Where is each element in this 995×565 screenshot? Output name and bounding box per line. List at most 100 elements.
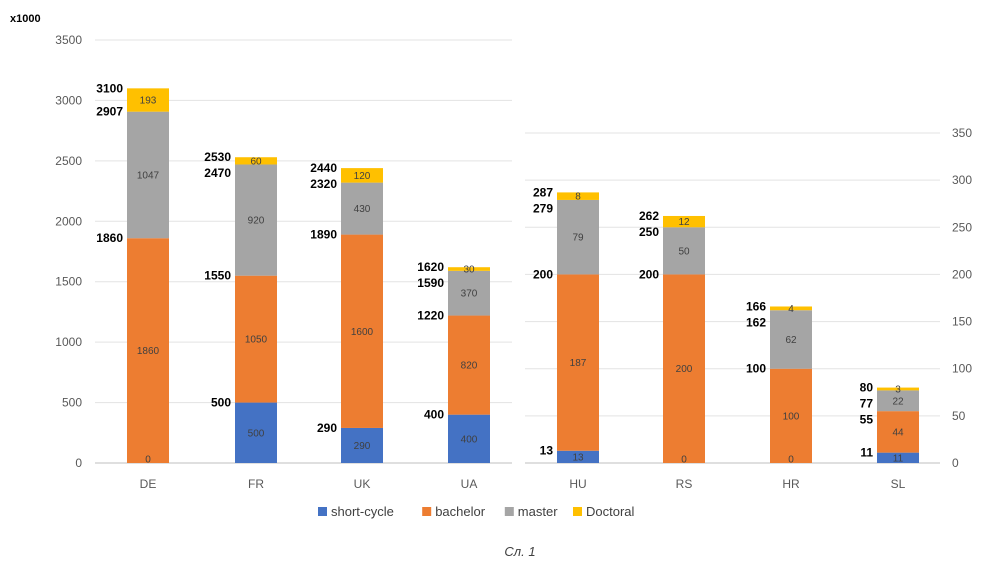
segment-value-label: 11	[893, 453, 904, 464]
segment-value-label: 400	[461, 434, 478, 445]
segment-value-label: 1600	[351, 327, 374, 338]
figure-caption: Сл. 1	[504, 544, 535, 559]
x-tick-label: UA	[461, 477, 478, 491]
bar-segment-bachelor	[557, 274, 599, 451]
bar-segment-bachelor	[448, 315, 490, 415]
bar-segment-bachelor	[877, 411, 919, 453]
y-tick-label: 50	[952, 409, 966, 423]
bars	[127, 88, 919, 463]
cumulative-total-label: 200	[533, 267, 553, 281]
cumulative-total-label: 500	[211, 396, 231, 410]
cumulative-total-label: 1590	[417, 276, 444, 290]
segment-value-label: 0	[145, 455, 151, 466]
bar-segment-master	[557, 199, 599, 275]
x-tick-label: HR	[782, 477, 800, 491]
y-tick-label: 100	[952, 362, 972, 376]
legend-label: short-cycle	[331, 504, 394, 519]
bar-segment-Doctoral	[663, 215, 705, 228]
x-tick-label: RS	[676, 477, 693, 491]
cumulative-total-label: 279	[533, 201, 553, 215]
cumulative-total-label: 80	[860, 381, 874, 395]
bar-segment-Doctoral	[557, 192, 599, 200]
bar-segment-master	[341, 182, 383, 235]
segment-value-label: 187	[570, 358, 587, 369]
segment-value-label: 44	[892, 427, 904, 438]
bar-segment-master	[877, 390, 919, 412]
segment-value-label: 500	[248, 428, 265, 439]
segment-value-label: 820	[461, 361, 478, 372]
y-tick-label: 0	[952, 456, 959, 470]
x-tick-label: UK	[354, 477, 371, 491]
segment-value-label: 50	[678, 246, 690, 257]
legend-swatch-master	[504, 507, 514, 516]
cumulative-total-label: 1220	[417, 309, 444, 323]
y-tick-label: 250	[952, 220, 972, 234]
y-tick-label: 1500	[55, 275, 82, 289]
legend-swatch-bachelor	[422, 507, 432, 516]
cumulative-total-label: 11	[860, 446, 873, 460]
legend-swatch-Doctoral	[573, 507, 582, 516]
unit-label: x1000	[10, 13, 41, 25]
x-tick-label: FR	[248, 477, 264, 491]
cumulative-total-label: 2530	[204, 150, 231, 164]
y-tick-label: 2500	[55, 154, 82, 168]
cumulative-total-label: 287	[533, 185, 553, 199]
segment-value-label: 62	[785, 335, 797, 346]
segment-value-label: 30	[463, 265, 475, 276]
y-tick-label: 3500	[55, 33, 82, 47]
cumulative-total-label: 1620	[417, 260, 444, 274]
y-tick-label: 3000	[55, 93, 82, 107]
bar-segment-master	[770, 310, 812, 369]
bar-segment-bachelor	[770, 368, 812, 463]
bar-segment-Doctoral	[341, 168, 383, 183]
bar-segment-Doctoral	[448, 267, 490, 271]
bar-segment-bachelor	[341, 234, 383, 428]
cumulative-total-label: 1860	[96, 231, 123, 245]
legend-label: master	[518, 504, 558, 519]
cumulative-total-label: 166	[746, 299, 766, 313]
cumulative-total-label: 162	[746, 315, 766, 329]
bar-segment-Doctoral	[770, 306, 812, 311]
legend-label: bachelor	[435, 504, 486, 519]
cumulative-total-label: 2440	[310, 161, 337, 175]
legend-swatch-short-cycle	[318, 507, 327, 516]
bar-segment-master	[127, 111, 169, 239]
segment-value-label: 370	[461, 289, 478, 300]
segment-value-label: 0	[681, 455, 687, 466]
cumulative-total-label: 100	[746, 362, 766, 376]
bar-segment-Doctoral	[877, 387, 919, 391]
segment-value-label: 8	[575, 192, 581, 203]
y-tick-label: 350	[952, 126, 972, 140]
bar-segment-bachelor	[663, 274, 705, 463]
y-tick-label: 500	[62, 396, 82, 410]
cumulative-total-label: 250	[639, 225, 659, 239]
bar-segment-Doctoral	[127, 88, 169, 112]
cumulative-total-label: 77	[860, 397, 874, 411]
segment-value-label: 79	[572, 233, 584, 244]
segment-value-label: 290	[354, 441, 371, 452]
cumulative-total-label: 13	[540, 444, 554, 458]
cumulative-total-label: 262	[639, 209, 659, 223]
y-tick-label: 300	[952, 173, 972, 187]
cumulative-total-label: 1550	[204, 269, 231, 283]
segment-value-label: 4	[788, 304, 794, 315]
x-tick-label: DE	[140, 477, 157, 491]
cumulative-total-label: 400	[424, 408, 444, 422]
bar-segment-short-cycle	[557, 450, 599, 463]
cumulative-total-label: 2907	[96, 105, 123, 119]
y-tick-label: 1000	[55, 335, 82, 349]
cumulative-total-label: 200	[639, 267, 659, 281]
y-tick-label: 0	[75, 456, 82, 470]
cumulative-total-label: 2320	[310, 177, 337, 191]
segment-value-label: 120	[354, 171, 371, 182]
cumulative-total-label: 290	[317, 421, 337, 435]
bar-segment-master	[448, 270, 490, 316]
segment-value-label: 1050	[245, 335, 268, 346]
segment-value-label: 0	[788, 455, 794, 466]
cumulative-total-label: 2470	[204, 166, 231, 180]
segment-value-label: 1860	[137, 346, 160, 357]
bar-segment-bachelor	[235, 275, 277, 403]
segment-value-label: 3	[895, 384, 901, 395]
